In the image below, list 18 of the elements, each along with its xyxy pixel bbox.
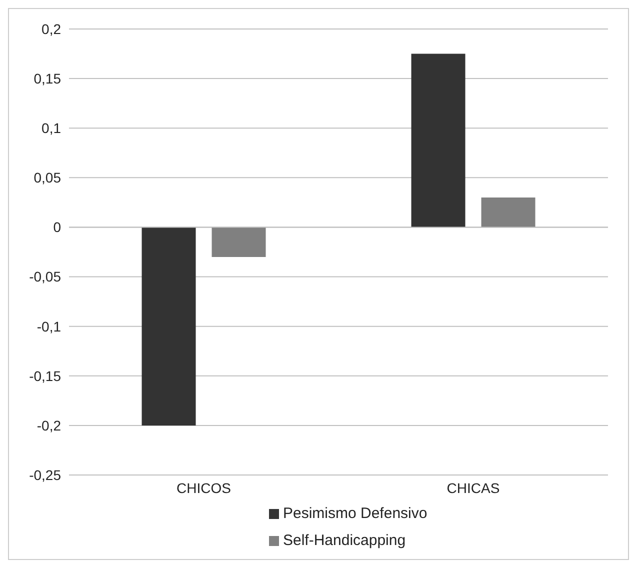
y-tick-label: 0,05 [34,170,62,186]
y-tick-label: 0,2 [42,20,62,37]
y-tick-label: -0,15 [29,368,62,384]
y-tick-label: -0,05 [29,268,62,285]
bar [212,227,266,257]
bar [142,227,196,426]
x-tick-label: CHICAS [446,480,500,496]
legend-label: Pesimismo Defensivo [283,505,428,522]
y-tick-label: -0,1 [36,318,62,334]
y-tick-label: -0,2 [36,417,62,434]
y-tick-label: 0 [53,219,62,236]
x-tick-label: CHICOS [176,480,231,496]
y-tick-label: 0,15 [34,70,62,87]
y-tick-label: 0,1 [42,120,62,136]
bar [411,54,466,228]
y-tick-label: -0,25 [29,466,62,483]
legend-label: Self-Handicapping [283,532,406,549]
bar [481,197,536,228]
